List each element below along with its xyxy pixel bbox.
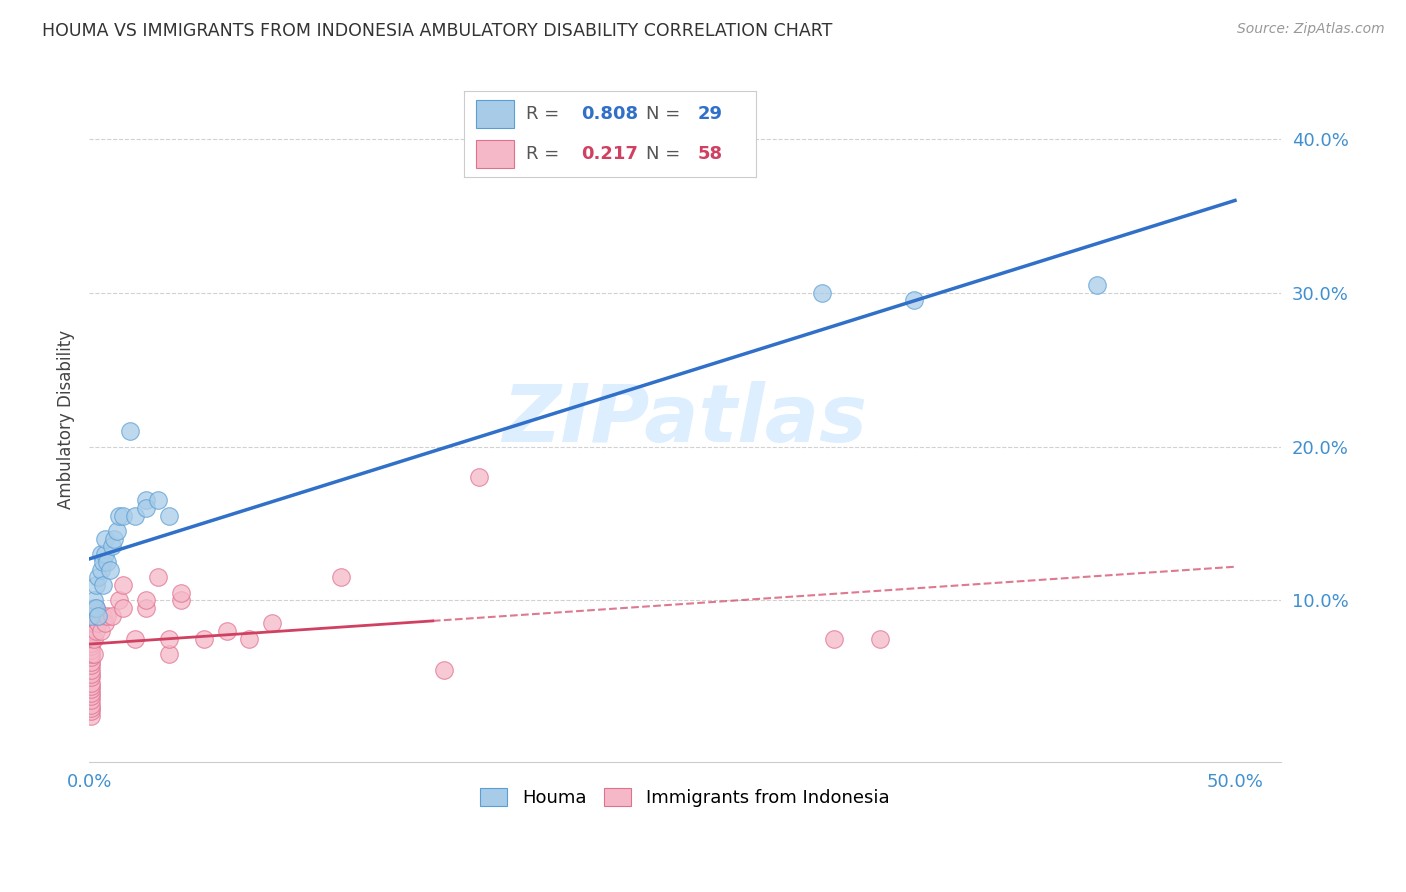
Point — [80, 663, 103, 677]
Point — [120, 424, 142, 438]
Point — [146, 570, 169, 584]
Point — [108, 508, 131, 523]
Point — [157, 632, 180, 646]
Point — [80, 689, 103, 703]
Point — [80, 616, 103, 631]
Point — [84, 601, 107, 615]
Point — [80, 698, 103, 712]
Point — [83, 593, 105, 607]
Point — [80, 667, 103, 681]
Point — [135, 601, 157, 615]
Point — [80, 682, 103, 697]
Point — [94, 547, 117, 561]
Point — [83, 647, 105, 661]
Point — [112, 578, 135, 592]
Point — [80, 642, 103, 657]
Point — [1087, 278, 1109, 293]
Point — [157, 647, 180, 661]
Point — [96, 555, 118, 569]
Point — [84, 601, 107, 615]
Point — [80, 685, 103, 699]
Point — [89, 547, 111, 561]
Legend: Houma, Immigrants from Indonesia: Houma, Immigrants from Indonesia — [472, 780, 897, 814]
Y-axis label: Ambulatory Disability: Ambulatory Disability — [58, 330, 75, 509]
Point — [467, 470, 489, 484]
Point — [80, 701, 103, 715]
Point — [91, 578, 114, 592]
Point — [80, 608, 103, 623]
Point — [215, 624, 238, 638]
Point — [80, 621, 103, 635]
Point — [80, 655, 103, 669]
Text: ZIPatlas: ZIPatlas — [502, 381, 868, 458]
Point — [101, 540, 124, 554]
Point — [83, 632, 105, 646]
Point — [112, 601, 135, 615]
Point — [124, 508, 146, 523]
Point — [112, 508, 135, 523]
Point — [80, 708, 103, 723]
Point — [101, 608, 124, 623]
Point — [80, 647, 103, 661]
Point — [330, 570, 353, 584]
Point — [103, 532, 125, 546]
Point — [823, 632, 845, 646]
Point — [96, 608, 118, 623]
Point — [87, 616, 110, 631]
Point — [89, 624, 111, 638]
Point — [80, 657, 103, 672]
Point — [80, 676, 103, 690]
Point — [80, 624, 103, 638]
Text: Source: ZipAtlas.com: Source: ZipAtlas.com — [1237, 22, 1385, 37]
Point — [80, 670, 103, 684]
Point — [83, 616, 105, 631]
Point — [80, 640, 103, 654]
Point — [157, 508, 180, 523]
Point — [170, 593, 193, 607]
Point — [80, 650, 103, 665]
Point — [433, 663, 456, 677]
Point — [83, 601, 105, 615]
Point — [84, 578, 107, 592]
Point — [84, 624, 107, 638]
Point — [80, 627, 103, 641]
Point — [94, 532, 117, 546]
Point — [105, 524, 128, 538]
Point — [87, 570, 110, 584]
Point — [238, 632, 260, 646]
Point — [869, 632, 891, 646]
Point — [80, 693, 103, 707]
Point — [91, 608, 114, 623]
Point — [135, 593, 157, 607]
Point — [87, 608, 110, 623]
Point — [84, 608, 107, 623]
Point — [262, 616, 284, 631]
Point — [87, 608, 110, 623]
Point — [903, 293, 925, 308]
Point — [89, 563, 111, 577]
Point — [91, 555, 114, 569]
Point — [135, 493, 157, 508]
Point — [108, 593, 131, 607]
Point — [124, 632, 146, 646]
Point — [193, 632, 215, 646]
Point — [80, 680, 103, 694]
Text: HOUMA VS IMMIGRANTS FROM INDONESIA AMBULATORY DISABILITY CORRELATION CHART: HOUMA VS IMMIGRANTS FROM INDONESIA AMBUL… — [42, 22, 832, 40]
Point — [135, 501, 157, 516]
Point — [170, 585, 193, 599]
Point — [80, 636, 103, 650]
Point — [80, 704, 103, 718]
Point — [811, 285, 834, 300]
Point — [146, 493, 169, 508]
Point — [80, 632, 103, 646]
Point — [94, 616, 117, 631]
Point — [98, 563, 121, 577]
